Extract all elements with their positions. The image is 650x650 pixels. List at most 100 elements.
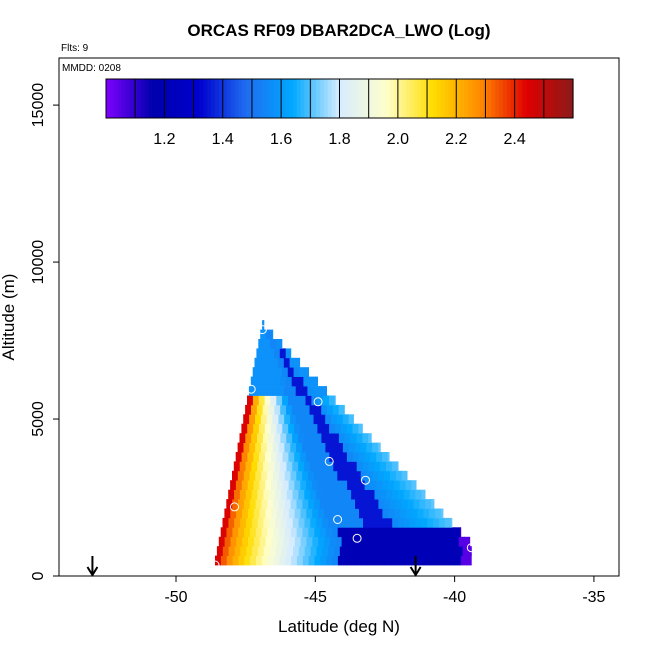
heatmap-cell: [368, 489, 375, 500]
colorbar-swatch: [355, 79, 360, 118]
heatmap-cell: [272, 357, 279, 368]
colorbar-swatch: [467, 79, 473, 118]
colorbar-swatch: [316, 79, 321, 118]
heatmap-cell: [239, 461, 246, 472]
heatmap-cell: [228, 546, 235, 556]
heatmap-cell: [306, 508, 313, 519]
heatmap-cell: [364, 452, 371, 462]
heatmap-cell: [314, 555, 321, 566]
heatmap-cell: [448, 527, 456, 538]
heatmap-cell: [323, 452, 330, 462]
y-tick-label: 0: [30, 571, 47, 580]
heatmap-cell: [283, 357, 291, 368]
heatmap-cell: [324, 536, 331, 547]
heatmap-cell: [232, 470, 239, 481]
heatmap-cell: [285, 348, 292, 359]
colorbar-swatch: [553, 79, 559, 118]
heatmap-cell: [331, 470, 338, 481]
heatmap-cell: [309, 433, 316, 443]
colorbar-swatch: [265, 79, 271, 118]
heatmap-cell: [220, 527, 227, 538]
heatmap-cell: [271, 508, 278, 519]
heatmap-cell: [398, 517, 405, 528]
heatmap-cell: [355, 527, 362, 538]
heatmap-cell: [256, 555, 263, 566]
heatmap-cell: [327, 517, 335, 528]
heatmap-cell: [441, 536, 448, 547]
heatmap-cell: [308, 555, 315, 566]
colorbar-swatch: [300, 79, 306, 118]
heatmap-cell: [325, 442, 332, 453]
x-tick-label: -45: [304, 589, 327, 606]
heatmap-cell: [275, 489, 282, 500]
colorbar-swatch: [565, 79, 570, 118]
heatmap-cell: [241, 480, 249, 490]
heatmap-cell: [267, 470, 274, 481]
heatmap-cell: [259, 508, 266, 519]
heatmap-cell: [257, 546, 265, 556]
profile-point: [324, 456, 334, 466]
heatmap-cell: [246, 517, 253, 528]
colorbar-swatch: [129, 79, 134, 118]
colorbar-swatch: [253, 79, 259, 118]
heatmap-cell: [456, 546, 464, 556]
heatmap-cell: [284, 470, 291, 481]
y-tick-label: 5000: [30, 401, 47, 437]
heatmap-cell: [315, 461, 323, 472]
heatmap-cell: [264, 423, 272, 434]
heatmap-cell: [244, 527, 251, 538]
colorbar-swatch: [179, 79, 185, 118]
heatmap-cell: [439, 546, 446, 556]
heatmap-cell: [411, 536, 419, 547]
profile-point: [361, 475, 370, 485]
heatmap-cell: [267, 555, 274, 566]
heatmap-cell: [362, 489, 370, 500]
heatmap-cell: [299, 395, 306, 406]
heatmap-cell: [292, 489, 299, 500]
heatmap-cell: [326, 555, 333, 566]
heatmap-cell: [321, 489, 329, 500]
heatmap-cell: [270, 452, 278, 462]
heatmap-cell: [286, 461, 293, 472]
heatmap-cell: [256, 348, 263, 359]
heatmap-cell: [288, 423, 295, 434]
heatmap-cell: [321, 433, 328, 443]
heatmap-cell: [238, 555, 245, 566]
heatmap-cell: [309, 461, 317, 472]
colorbar-swatch: [172, 79, 177, 118]
heatmap-cell: [224, 536, 231, 547]
heatmap-cell: [307, 442, 315, 453]
colorbar-swatch: [491, 79, 496, 118]
colorbar-swatch: [522, 79, 527, 118]
heatmap-cell: [388, 480, 395, 490]
heatmap-cell: [399, 480, 406, 490]
colorbar-swatch: [312, 79, 317, 118]
heatmap-cell: [258, 423, 266, 434]
heatmap-cell: [271, 480, 278, 490]
heatmap-cell: [241, 423, 248, 434]
heatmap-cells: [215, 320, 472, 566]
heatmap-cell: [352, 423, 359, 434]
colorbar-swatch: [413, 79, 418, 118]
colorbar-swatch: [464, 79, 469, 118]
colorbar-swatch: [257, 79, 263, 118]
heatmap-cell: [304, 489, 311, 500]
heatmap-cell: [288, 395, 295, 406]
profile-point: [452, 513, 462, 523]
colorbar-swatch: [436, 79, 442, 118]
heatmap-cell: [236, 508, 243, 519]
colorbar-swatch: [106, 79, 111, 118]
heatmap-cell: [266, 414, 273, 425]
heatmap-cell: [285, 555, 292, 566]
colorbar-swatch: [347, 79, 352, 118]
heatmap-cell: [254, 386, 261, 396]
heatmap-cell: [279, 555, 286, 566]
heatmap-cell: [350, 433, 357, 443]
colorbar-swatch: [141, 79, 146, 118]
heatmap-cell: [313, 442, 320, 453]
heatmap-cell: [421, 546, 428, 556]
heatmap-cell: [372, 527, 380, 538]
heatmap-cell: [224, 508, 231, 519]
heatmap-cell: [268, 376, 275, 387]
